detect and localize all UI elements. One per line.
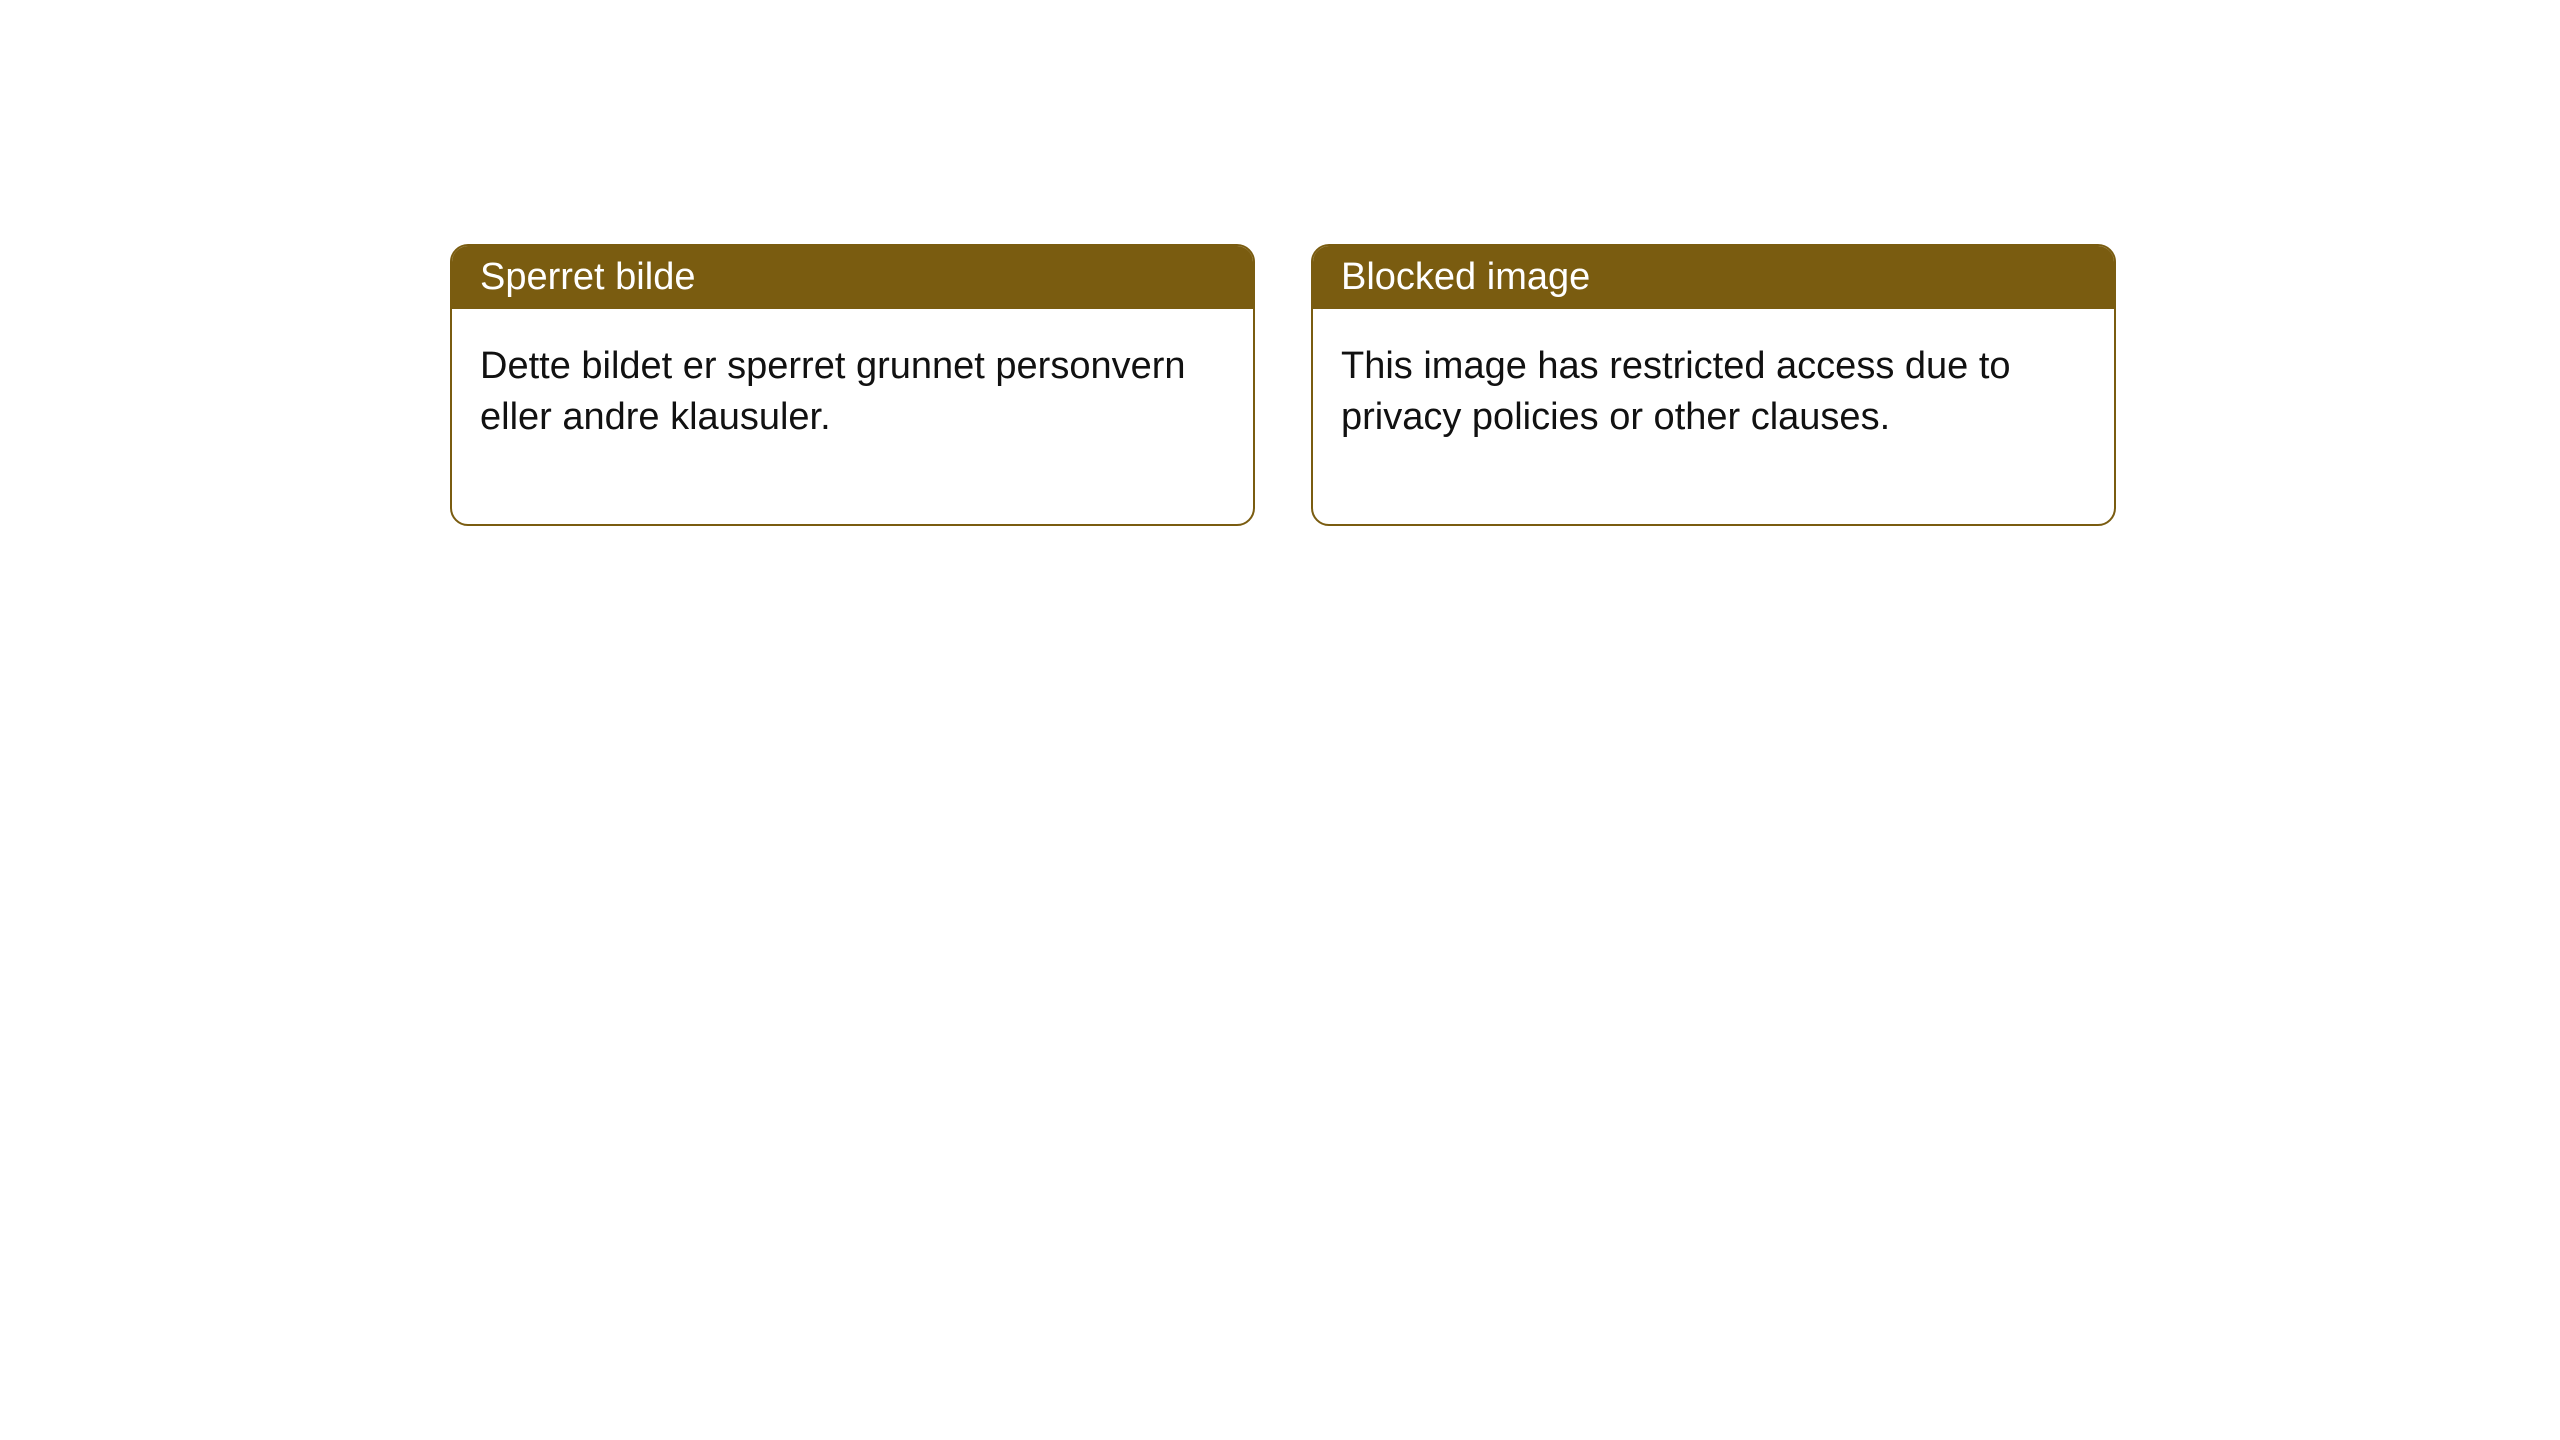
- card-body-text: This image has restricted access due to …: [1341, 345, 2011, 438]
- blocked-image-card-no: Sperret bilde Dette bildet er sperret gr…: [450, 244, 1255, 526]
- card-body-text: Dette bildet er sperret grunnet personve…: [480, 345, 1186, 438]
- notice-container: Sperret bilde Dette bildet er sperret gr…: [0, 0, 2560, 526]
- card-body: This image has restricted access due to …: [1313, 309, 2114, 524]
- card-title: Sperret bilde: [480, 256, 695, 298]
- card-title: Blocked image: [1341, 256, 1590, 298]
- card-header: Sperret bilde: [452, 246, 1253, 309]
- card-body: Dette bildet er sperret grunnet personve…: [452, 309, 1253, 524]
- card-header: Blocked image: [1313, 246, 2114, 309]
- blocked-image-card-en: Blocked image This image has restricted …: [1311, 244, 2116, 526]
